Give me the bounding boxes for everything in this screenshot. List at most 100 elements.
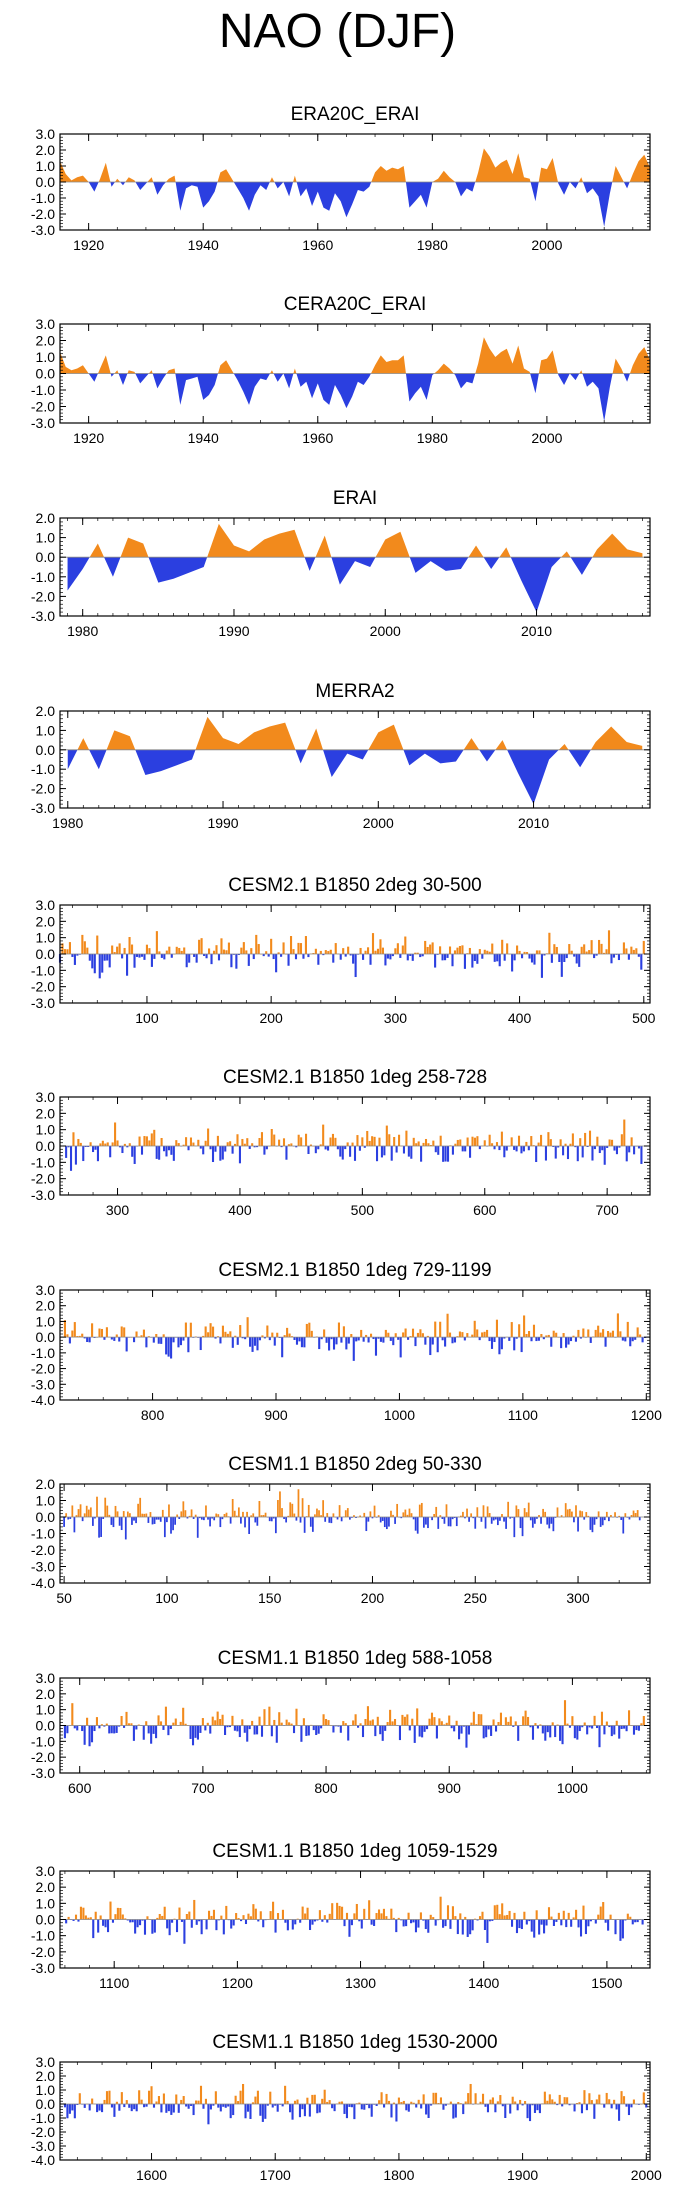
x-tick-label: 400 xyxy=(228,1202,252,1218)
bar xyxy=(288,1333,291,1338)
bar xyxy=(556,2104,559,2106)
bar xyxy=(522,1146,525,1152)
bar xyxy=(170,1517,172,1534)
bar xyxy=(631,1919,634,1925)
bar xyxy=(469,1919,472,1935)
bar xyxy=(383,1146,386,1156)
bar xyxy=(203,1517,205,1521)
bar xyxy=(468,947,471,954)
bar xyxy=(188,954,191,963)
bar xyxy=(88,1725,91,1747)
bar xyxy=(280,954,283,957)
bar xyxy=(232,954,235,955)
bar xyxy=(554,1725,557,1738)
bar xyxy=(224,1146,227,1152)
bar xyxy=(528,1919,531,1922)
bar xyxy=(550,1337,553,1347)
bar xyxy=(525,1141,528,1146)
bar xyxy=(76,1336,79,1338)
bar xyxy=(599,1517,602,1527)
bar xyxy=(242,2083,245,2104)
bar xyxy=(324,1146,327,1150)
y-tick-label: 2.0 xyxy=(36,142,56,158)
y-tick-label: -2.0 xyxy=(31,781,55,797)
bar xyxy=(608,1139,611,1146)
bar xyxy=(290,1723,293,1726)
y-tick-label: -1.0 xyxy=(31,569,55,585)
bar xyxy=(640,1723,643,1726)
bar xyxy=(546,1725,549,1733)
bar xyxy=(94,1911,97,1920)
bar xyxy=(385,1125,388,1146)
bar xyxy=(251,1143,254,1146)
bar xyxy=(242,942,245,954)
bar xyxy=(589,1337,592,1343)
bar xyxy=(395,1919,398,1933)
bar xyxy=(641,1919,644,1925)
bar xyxy=(587,1515,590,1517)
bar xyxy=(571,1511,573,1517)
bar xyxy=(478,1146,481,1150)
bar xyxy=(302,954,305,959)
plot-frame xyxy=(59,517,651,617)
bar xyxy=(473,1137,476,1146)
bar xyxy=(344,1723,347,1726)
bar xyxy=(225,950,228,954)
bar xyxy=(581,1511,584,1517)
bar xyxy=(143,1136,146,1146)
bar xyxy=(577,1329,580,1338)
bar xyxy=(168,946,171,954)
y-tick-label: -4.0 xyxy=(31,2152,55,2168)
bar xyxy=(348,1517,351,1520)
panel-title: CESM2.1 B1850 1deg 729-1199 xyxy=(218,1260,491,1281)
bar xyxy=(614,1512,616,1517)
y-tick-label: 0.0 xyxy=(36,1138,56,1154)
bar xyxy=(608,2099,611,2104)
bar xyxy=(342,948,345,954)
bar xyxy=(451,1146,454,1155)
bar xyxy=(529,1725,532,1728)
bar xyxy=(138,1136,141,1146)
bar xyxy=(183,947,186,954)
bar xyxy=(451,954,454,967)
y-tick-label: -3.0 xyxy=(31,415,55,431)
bar xyxy=(182,1144,185,1146)
bar xyxy=(180,1919,183,1922)
bar xyxy=(426,1335,429,1338)
bar xyxy=(205,1505,207,1517)
bar xyxy=(376,1716,379,1726)
x-tick-label: 1100 xyxy=(99,1975,129,1991)
y-tick-label: 0.0 xyxy=(36,549,56,565)
bar xyxy=(93,1725,96,1732)
bar xyxy=(406,954,409,961)
bar xyxy=(573,954,576,957)
bar xyxy=(583,1722,586,1726)
bar xyxy=(101,1140,104,1146)
bar xyxy=(103,1725,106,1727)
y-tick-label: 2.0 xyxy=(36,1476,56,1492)
bar xyxy=(439,946,442,954)
bar xyxy=(486,1919,489,1943)
bar xyxy=(253,1725,256,1735)
bar xyxy=(505,1146,508,1151)
bar xyxy=(79,1504,82,1517)
panel-title: MERRA2 xyxy=(315,681,394,702)
bar xyxy=(340,1517,343,1522)
y-tick-label: 3.0 xyxy=(36,1670,56,1686)
panel-2: CERA20C_ERAI3.02.01.00.0-1.0-2.0-3.01920… xyxy=(31,294,651,446)
bar xyxy=(209,1725,212,1734)
bar xyxy=(637,1725,640,1731)
bar xyxy=(212,2104,215,2106)
bar xyxy=(260,1132,264,1146)
bar xyxy=(252,1513,255,1517)
bar xyxy=(371,1517,374,1519)
bar xyxy=(336,1902,339,1920)
bar xyxy=(304,936,307,954)
bar xyxy=(211,1517,213,1519)
bar xyxy=(332,1725,335,1733)
plot-area xyxy=(63,1489,641,1540)
y-tick-label: 2.0 xyxy=(36,913,56,929)
bar xyxy=(234,2095,237,2104)
bar xyxy=(291,1919,294,1930)
bar xyxy=(426,1725,429,1730)
